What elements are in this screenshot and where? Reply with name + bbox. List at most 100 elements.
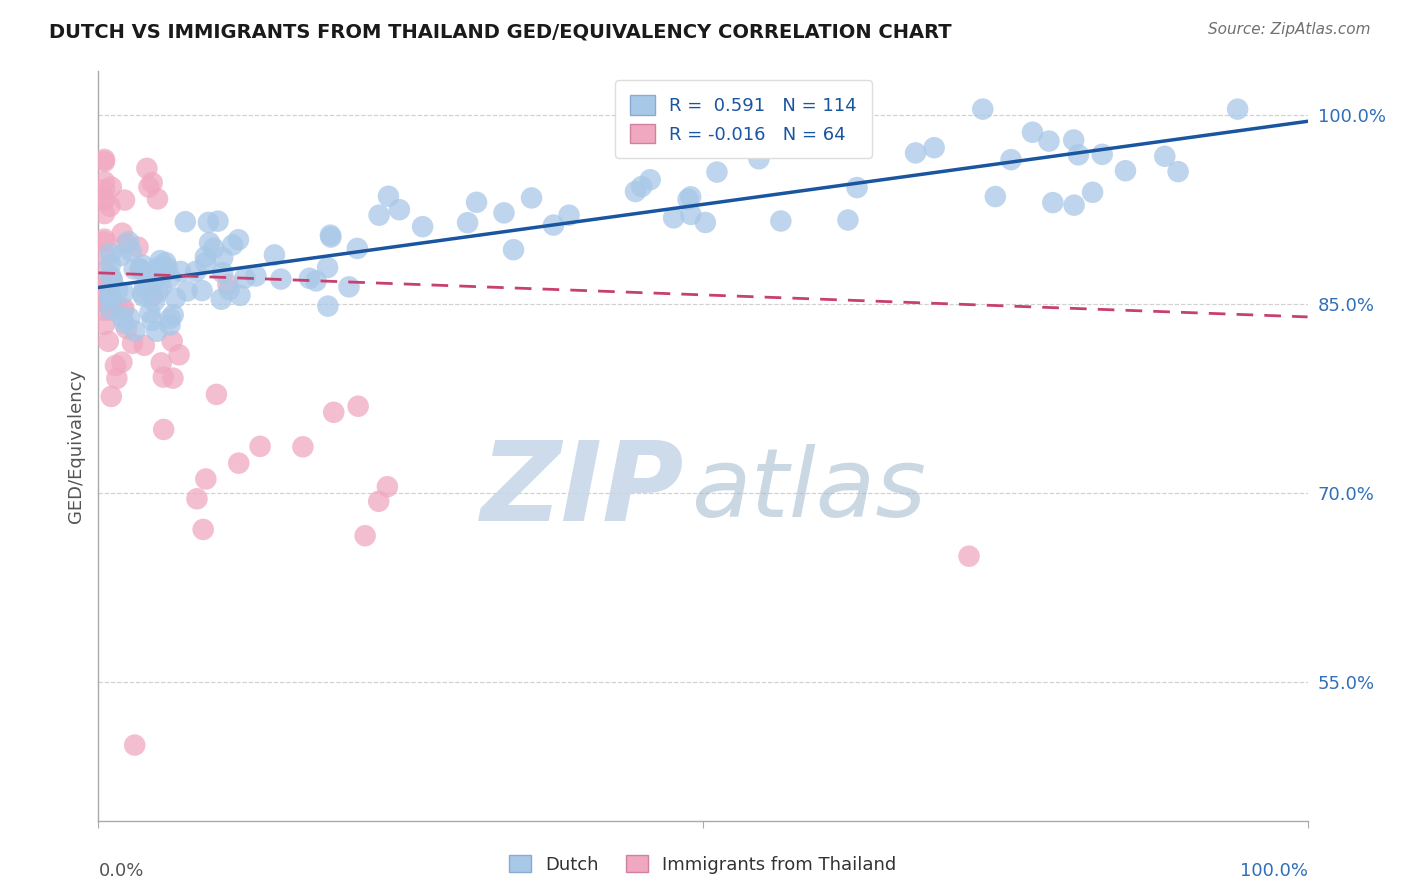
Point (155, 265, 177, 279)
Point (107, 283, 129, 297)
Point (354, 529, 377, 543)
Point (1081, 186, 1104, 200)
Point (93, 206, 115, 220)
Point (93, 154, 115, 169)
Point (337, 280, 360, 294)
Point (1000, 153, 1022, 167)
Point (124, 324, 146, 338)
Point (679, 207, 702, 221)
Legend: Dutch, Immigrants from Thailand: Dutch, Immigrants from Thailand (501, 847, 905, 883)
Point (748, 152, 770, 166)
Point (217, 277, 239, 292)
Point (93, 235, 115, 249)
Point (676, 192, 699, 206)
Point (209, 292, 232, 306)
Point (111, 310, 134, 324)
Text: 0.0%: 0.0% (98, 862, 143, 880)
Point (93, 183, 115, 197)
Point (93, 153, 115, 167)
Point (127, 240, 149, 254)
Point (155, 255, 177, 269)
Point (316, 260, 339, 275)
Point (152, 422, 174, 436)
Point (129, 262, 152, 277)
Point (122, 262, 145, 277)
Point (249, 439, 271, 453)
Point (146, 285, 169, 299)
Point (138, 180, 160, 194)
Point (1167, 164, 1189, 178)
Point (156, 260, 179, 275)
Point (150, 279, 173, 293)
Point (270, 272, 292, 286)
Point (162, 371, 184, 385)
Point (186, 491, 208, 506)
Point (624, 185, 647, 199)
Point (146, 192, 169, 206)
Point (134, 280, 156, 294)
Point (1226, 102, 1249, 116)
Point (162, 308, 184, 322)
Point (101, 273, 124, 287)
Point (110, 249, 132, 263)
Point (769, 214, 792, 228)
Point (124, 738, 146, 752)
Point (141, 176, 163, 190)
Point (368, 208, 391, 222)
Point (1042, 195, 1064, 210)
Point (193, 523, 215, 537)
Point (93, 192, 115, 206)
Point (228, 233, 250, 247)
Point (120, 244, 142, 259)
Point (100, 302, 122, 317)
Point (322, 405, 344, 419)
Point (139, 277, 162, 291)
Point (984, 189, 1007, 203)
Point (291, 440, 314, 454)
Point (94, 293, 117, 308)
Point (229, 288, 252, 302)
Point (1021, 125, 1043, 139)
Point (198, 235, 221, 250)
Point (101, 272, 124, 286)
Text: atlas: atlas (690, 444, 927, 538)
Point (957, 549, 980, 564)
Point (142, 289, 165, 303)
Point (319, 228, 342, 243)
Point (319, 230, 342, 244)
Point (846, 180, 869, 194)
Point (316, 299, 339, 313)
Point (638, 173, 661, 187)
Point (388, 202, 411, 217)
Point (194, 250, 217, 264)
Point (502, 243, 524, 257)
Point (143, 294, 166, 309)
Point (1038, 134, 1060, 148)
Point (184, 264, 207, 278)
Point (298, 271, 321, 285)
Point (150, 356, 173, 370)
Point (377, 189, 399, 203)
Point (194, 472, 217, 486)
Point (346, 241, 368, 255)
Point (131, 286, 153, 301)
Point (100, 389, 122, 403)
Point (347, 399, 370, 413)
Point (132, 259, 155, 273)
Point (100, 286, 122, 301)
Point (174, 215, 197, 229)
Point (558, 208, 581, 222)
Point (218, 283, 240, 297)
Point (159, 270, 181, 285)
Point (377, 480, 399, 494)
Point (114, 236, 136, 251)
Point (149, 253, 172, 268)
Point (129, 262, 152, 277)
Point (111, 355, 134, 369)
Point (101, 303, 124, 318)
Point (132, 289, 155, 303)
Point (93, 280, 115, 294)
Point (141, 313, 163, 327)
Point (367, 494, 389, 508)
Point (191, 284, 214, 298)
